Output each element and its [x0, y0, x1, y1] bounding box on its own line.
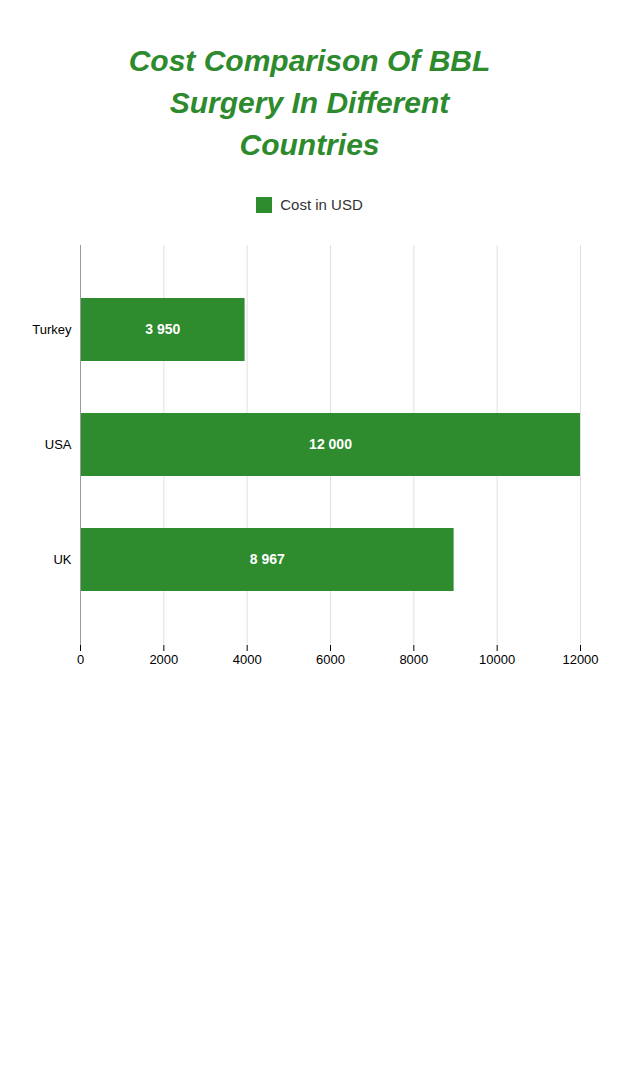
svg-text:12000: 12000 — [562, 652, 598, 667]
svg-text:6000: 6000 — [316, 652, 345, 667]
svg-text:3 950: 3 950 — [145, 321, 180, 337]
html-text:Cost in USD: Cost in USD — [280, 196, 363, 213]
svg-text:8 967: 8 967 — [249, 551, 284, 567]
svg-text:2000: 2000 — [149, 652, 178, 667]
svg-text:USA: USA — [44, 437, 71, 452]
svg-text:4000: 4000 — [232, 652, 261, 667]
svg-text:8000: 8000 — [399, 652, 428, 667]
html-text:Cost Comparison Of BBL Surgery: Cost Comparison Of BBL Surgery In Differ… — [128, 44, 491, 161]
svg-text:UK: UK — [53, 552, 71, 567]
svg-text:10000: 10000 — [479, 652, 515, 667]
svg-text:0: 0 — [76, 652, 83, 667]
svg-text:12 000: 12 000 — [309, 436, 352, 452]
svg-text:Turkey: Turkey — [32, 322, 72, 337]
